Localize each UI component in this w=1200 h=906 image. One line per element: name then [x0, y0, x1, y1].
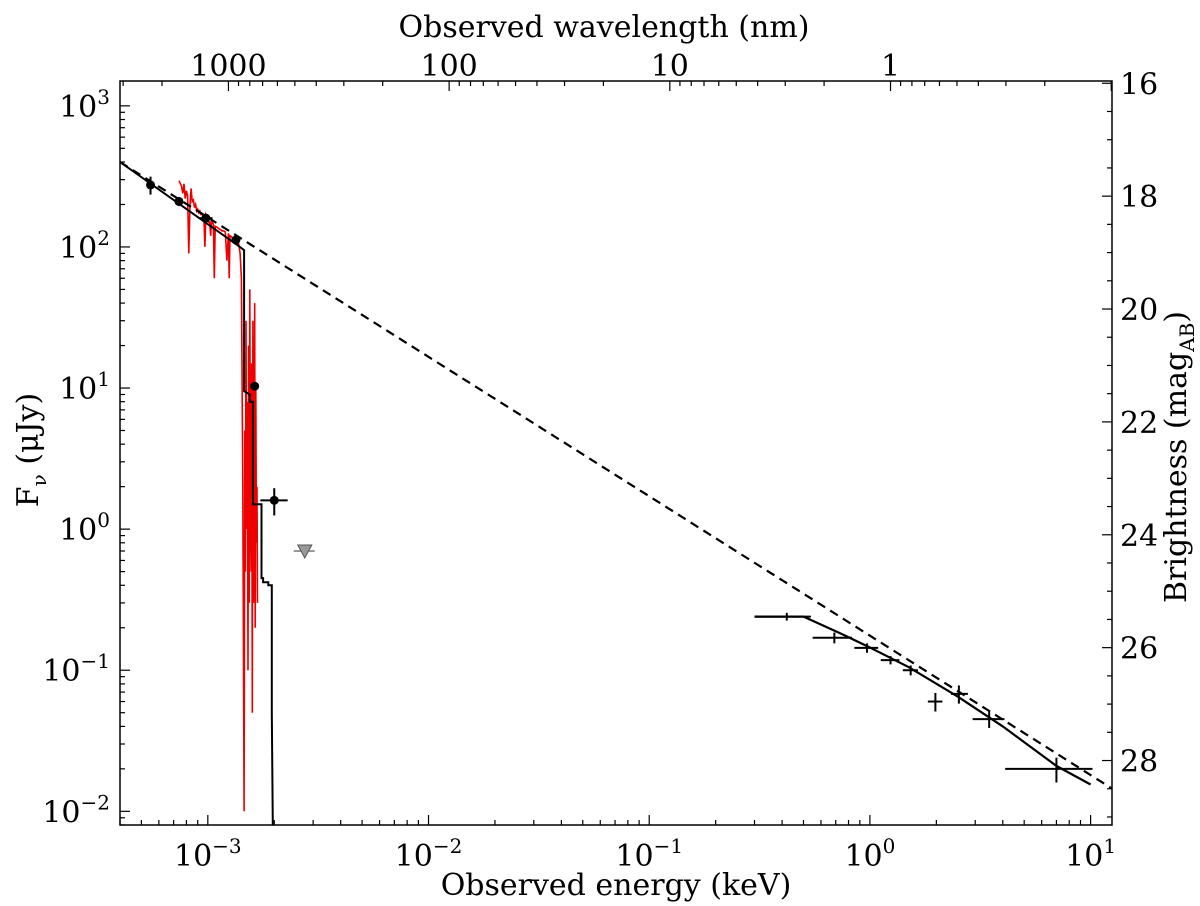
y-tick-label: 10−2 [42, 790, 110, 830]
x-axis-title: Observed energy (keV) [441, 868, 792, 903]
optical-point [260, 488, 288, 516]
x-tick-exp: −2 [433, 834, 462, 858]
spectrum-layer [178, 180, 259, 812]
optical-point [231, 235, 241, 245]
powerlaw-dashed-line [120, 161, 1112, 790]
x-tick-label: 100 [844, 834, 895, 874]
x-tick-label: 101 [1065, 834, 1116, 874]
y-tick-label: 103 [59, 85, 110, 125]
y-tick-exp: −1 [81, 649, 110, 673]
optical-point [250, 381, 260, 391]
right-tick-label: 28 [1120, 745, 1158, 780]
x-tick-base: 10 [174, 839, 212, 874]
optical-model-line [120, 161, 274, 825]
x-tick-label: 10−3 [174, 834, 242, 874]
xray-point [927, 692, 943, 712]
y-tick-base: 10 [59, 90, 97, 125]
x-tick-exp: 1 [1103, 834, 1116, 858]
y-tick-exp: −2 [81, 790, 110, 814]
y-tick-exp: 3 [97, 85, 110, 109]
y-tick-base: 10 [59, 372, 97, 407]
y-axis-title-main: F [11, 486, 46, 507]
optical-marker [174, 196, 184, 206]
x-tick-base: 10 [844, 839, 882, 874]
xray-point [880, 656, 900, 665]
y-tick-label: 102 [59, 226, 110, 266]
y-tick-base: 10 [42, 654, 80, 689]
xray-point [1005, 757, 1093, 783]
plot-frame [119, 80, 1113, 826]
right-tick-label: 18 [1120, 180, 1158, 215]
right-tick-label: 20 [1120, 293, 1158, 328]
xray-point [812, 632, 853, 644]
upper-limit-triangle [296, 544, 313, 560]
optical-point [174, 196, 184, 207]
right-axis-title: Brightness (magAB) [1159, 311, 1199, 603]
y-tick-label: 101 [59, 367, 110, 407]
y-tick-base: 10 [59, 513, 97, 548]
optical-point [198, 213, 213, 223]
right-tick-label: 26 [1120, 632, 1158, 667]
xray-point [972, 711, 1005, 728]
upper-limit-point [293, 544, 315, 560]
y-tick-exp: 0 [97, 508, 110, 532]
x-tick-base: 10 [395, 839, 433, 874]
top-tick-label: 100 [420, 49, 477, 84]
right-tick-label: 24 [1120, 519, 1158, 554]
xray-point [902, 665, 918, 676]
x-tick-exp: −3 [212, 834, 241, 858]
x-tick-exp: −1 [654, 834, 683, 858]
y-axis-title-unit: (μJy) [11, 393, 46, 474]
optical-marker [146, 180, 156, 190]
y-tick-base: 10 [42, 795, 80, 830]
top-tick-label: 10 [651, 49, 689, 84]
right-tick-label: 16 [1120, 67, 1158, 102]
xray-point [754, 612, 811, 621]
labels-layer: Observed energy (keV) Observed wavelengt… [11, 10, 1199, 903]
xray-model-line [754, 615, 1092, 786]
optical-marker [250, 381, 260, 391]
top-tick-label: 1000 [190, 49, 266, 84]
x-tick-label: 10−2 [395, 834, 463, 874]
model-layer [120, 161, 1112, 825]
x-tick-base: 10 [1065, 839, 1103, 874]
optical-marker [231, 235, 241, 245]
y-tick-exp: 2 [97, 226, 110, 250]
y-tick-label: 100 [59, 508, 110, 548]
optical-marker [201, 213, 211, 223]
optical-point [146, 176, 156, 195]
right-axis-title-main: Brightness (mag [1159, 352, 1194, 603]
right-axis-title-sub: AB [1175, 323, 1199, 353]
top-axis-title: Observed wavelength (nm) [399, 10, 810, 45]
xray-point [950, 685, 968, 704]
top-tick-label: 1 [881, 49, 900, 84]
spectrum-line [178, 180, 259, 812]
x-tick-base: 10 [615, 839, 653, 874]
x-tick-label: 10−1 [615, 834, 683, 874]
y-axis-title-sub: ν [27, 474, 51, 486]
y-axis-title: Fν (μJy) [11, 393, 51, 507]
xray-point [854, 643, 879, 653]
right-axis-title-close: ) [1159, 311, 1194, 323]
axes-layer: 10−3 10−2 10−1 100 10110−210−110010110210310… [42, 49, 1158, 874]
optical-marker [269, 495, 279, 505]
y-tick-base: 10 [59, 231, 97, 266]
right-tick-label: 22 [1120, 406, 1158, 441]
y-tick-exp: 1 [97, 367, 110, 391]
y-tick-label: 10−1 [42, 649, 110, 689]
x-tick-exp: 0 [883, 834, 896, 858]
points-layer [146, 176, 1093, 783]
